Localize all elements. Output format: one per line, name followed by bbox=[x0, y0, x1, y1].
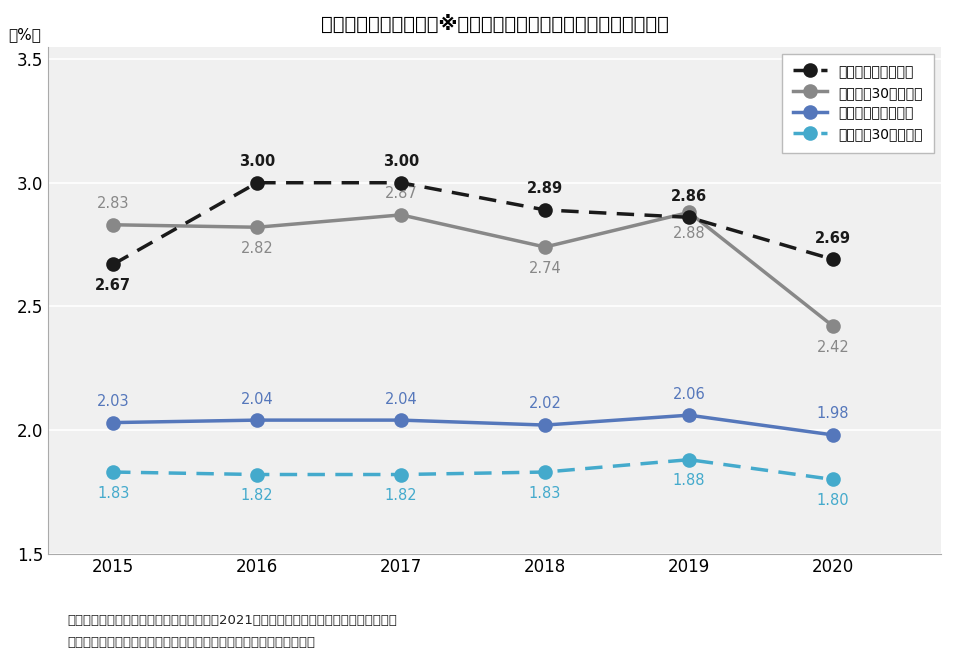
Text: 1.83: 1.83 bbox=[529, 486, 561, 500]
全産業（30人以上） bbox=[396, 471, 407, 478]
宿泊業（30人以上） bbox=[107, 221, 119, 229]
全産業（30人以上） bbox=[827, 476, 838, 484]
Line: 宿泊業（５人以上）: 宿泊業（５人以上） bbox=[107, 177, 839, 270]
全産業（30人以上） bbox=[539, 468, 551, 476]
全産業（５人以上） bbox=[684, 411, 695, 419]
Text: 3.00: 3.00 bbox=[239, 154, 275, 169]
Text: 2.67: 2.67 bbox=[96, 278, 131, 293]
宿泊業（30人以上） bbox=[539, 243, 551, 251]
Text: 1.82: 1.82 bbox=[384, 488, 418, 503]
Title: 事業所規模別離職率（※）の推移（全産業平均と宿泊業の比較）: 事業所規模別離職率（※）の推移（全産業平均と宿泊業の比較） bbox=[320, 15, 668, 34]
宿泊業（30人以上） bbox=[396, 211, 407, 219]
全産業（５人以上） bbox=[107, 419, 119, 426]
Text: 2.83: 2.83 bbox=[97, 196, 129, 211]
Text: 2.87: 2.87 bbox=[384, 187, 418, 202]
Text: 2.04: 2.04 bbox=[241, 391, 273, 406]
Text: 1.82: 1.82 bbox=[241, 488, 273, 503]
宿泊業（30人以上） bbox=[251, 224, 263, 231]
宿泊業（５人以上） bbox=[827, 255, 838, 263]
Text: 1.83: 1.83 bbox=[97, 486, 129, 500]
全産業（５人以上） bbox=[827, 431, 838, 439]
Text: 2.74: 2.74 bbox=[529, 261, 561, 276]
Line: 全産業（５人以上）: 全産業（５人以上） bbox=[107, 409, 839, 441]
Text: 資料：厚生労働省「毎月勤労統計調査」（2021年８月実施）実数・指数累積データより: 資料：厚生労働省「毎月勤労統計調査」（2021年８月実施）実数・指数累積データよ… bbox=[67, 614, 397, 627]
全産業（30人以上） bbox=[107, 468, 119, 476]
宿泊業（５人以上） bbox=[251, 179, 263, 187]
Text: 2.42: 2.42 bbox=[816, 340, 849, 355]
Text: 2.02: 2.02 bbox=[529, 396, 561, 411]
宿泊業（５人以上） bbox=[684, 213, 695, 221]
Text: 注：一般労働者・パートタイム労働者含む就業形態計の数値を引用: 注：一般労働者・パートタイム労働者含む就業形態計の数値を引用 bbox=[67, 636, 315, 649]
Text: 2.89: 2.89 bbox=[527, 181, 563, 196]
宿泊業（30人以上） bbox=[684, 209, 695, 216]
全産業（５人以上） bbox=[251, 416, 263, 424]
Text: 2.88: 2.88 bbox=[673, 226, 706, 241]
宿泊業（30人以上） bbox=[827, 322, 838, 330]
全産業（30人以上） bbox=[684, 456, 695, 463]
Text: 2.04: 2.04 bbox=[384, 391, 418, 406]
宿泊業（５人以上） bbox=[539, 206, 551, 214]
Text: 2.69: 2.69 bbox=[815, 231, 851, 246]
宿泊業（５人以上） bbox=[107, 261, 119, 268]
Text: 1.80: 1.80 bbox=[816, 493, 849, 508]
Legend: 宿泊業（５人以上）, 宿泊業（30人以上）, 全産業（５人以上）, 全産業（30人以上）: 宿泊業（５人以上）, 宿泊業（30人以上）, 全産業（５人以上）, 全産業（30… bbox=[781, 54, 934, 153]
全産業（30人以上） bbox=[251, 471, 263, 478]
Text: 2.86: 2.86 bbox=[671, 188, 707, 203]
Text: 2.03: 2.03 bbox=[97, 394, 129, 409]
Line: 全産業（30人以上）: 全産業（30人以上） bbox=[107, 454, 839, 486]
Text: 1.88: 1.88 bbox=[673, 473, 706, 488]
Text: 1.98: 1.98 bbox=[816, 406, 849, 421]
全産業（５人以上） bbox=[396, 416, 407, 424]
Text: 3.00: 3.00 bbox=[383, 154, 420, 169]
Text: 2.06: 2.06 bbox=[673, 387, 706, 402]
Text: （%）: （%） bbox=[9, 27, 41, 42]
Text: 2.82: 2.82 bbox=[241, 241, 273, 256]
Line: 宿泊業（30人以上）: 宿泊業（30人以上） bbox=[107, 206, 839, 332]
全産業（５人以上） bbox=[539, 421, 551, 429]
宿泊業（５人以上） bbox=[396, 179, 407, 187]
